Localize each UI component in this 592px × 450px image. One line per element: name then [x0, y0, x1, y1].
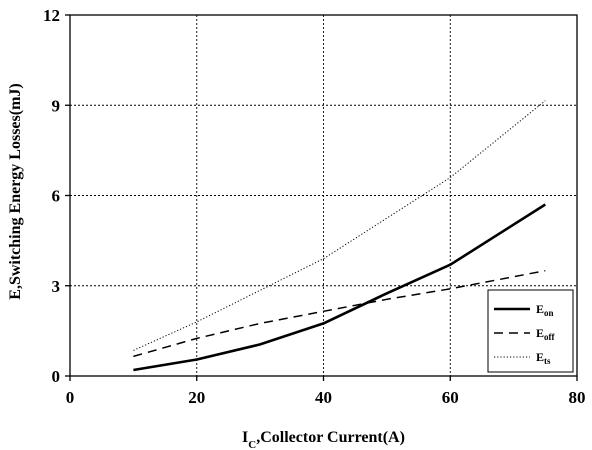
x-axis-title-subscript: C — [248, 439, 256, 450]
series-lines — [133, 100, 546, 372]
legend-label-subscript: on — [544, 308, 554, 318]
y-tick-label: 12 — [43, 6, 60, 25]
x-tick-label: 40 — [315, 388, 332, 407]
x-tick-label: 20 — [188, 388, 205, 407]
y-axis-title: E,Switching Energy Losses(mJ) — [7, 83, 24, 299]
legend-label-ts: Ets — [536, 350, 551, 366]
axis-ticks — [65, 14, 578, 381]
x-tick-label: 60 — [442, 388, 459, 407]
legend-label-main: E — [536, 326, 544, 340]
y-tick-label: 9 — [52, 96, 61, 115]
grid — [70, 15, 577, 376]
x-tick-label: 0 — [66, 388, 75, 407]
series-line-on — [133, 203, 546, 372]
legend-label-main: E — [536, 302, 544, 316]
legend-label-off: Eoff — [536, 326, 556, 342]
x-axis-title-rest: ,Collector Current(A) — [256, 429, 405, 446]
legend-box — [487, 289, 574, 373]
y-tick-label: 6 — [52, 187, 61, 206]
series-line-off — [133, 269, 546, 358]
tick-labels: 0 20 40 60 80 0 3 6 9 12 — [43, 6, 586, 407]
legend-label-subscript: ts — [544, 356, 551, 366]
legend-label-main: E — [536, 350, 544, 364]
y-tick-label: 0 — [52, 367, 61, 386]
legend-label-on: Eon — [536, 302, 554, 318]
x-axis-title: IC,Collector Current(A) — [242, 429, 405, 450]
x-axis-title-main: I — [242, 429, 248, 446]
x-tick-label: 80 — [569, 388, 586, 407]
y-tick-label: 3 — [52, 277, 61, 296]
legend-label-subscript: off — [544, 332, 555, 342]
series-line-ts — [133, 100, 546, 351]
